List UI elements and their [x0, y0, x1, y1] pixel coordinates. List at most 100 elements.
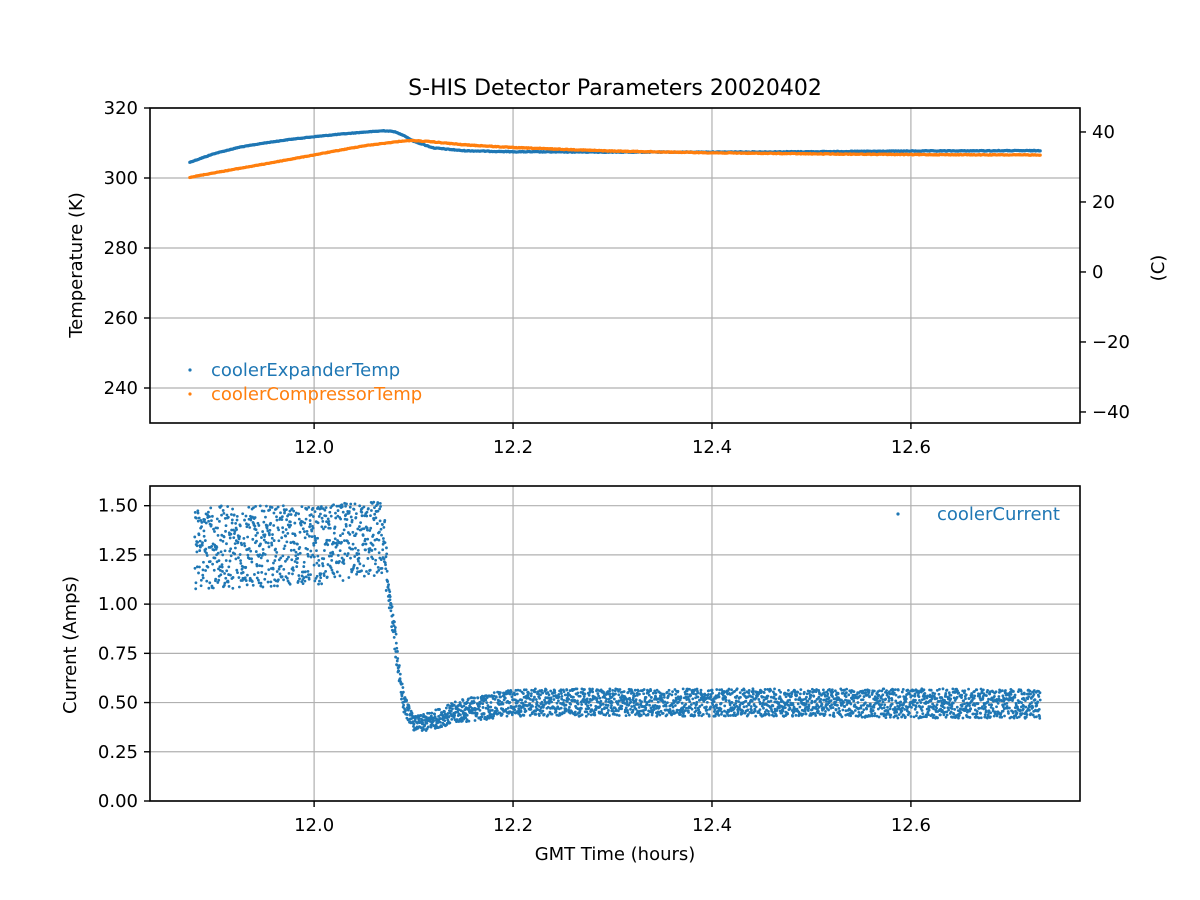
data-point	[624, 706, 628, 710]
data-point	[881, 698, 884, 701]
data-point	[738, 691, 742, 695]
data-point	[904, 697, 908, 701]
data-point	[284, 559, 287, 563]
data-point	[735, 704, 739, 708]
data-point	[553, 691, 557, 694]
data-point	[787, 692, 791, 696]
data-point	[670, 703, 674, 707]
data-point	[836, 692, 840, 696]
current-points	[193, 500, 1042, 732]
data-point	[853, 693, 857, 697]
data-point	[364, 542, 368, 546]
data-point	[239, 559, 242, 562]
data-point	[353, 502, 357, 506]
data-point	[236, 571, 239, 575]
data-point	[397, 669, 401, 673]
data-point	[498, 691, 502, 695]
data-point	[838, 709, 841, 713]
data-point	[711, 703, 715, 707]
data-point	[386, 580, 390, 584]
data-point	[804, 712, 808, 716]
data-point	[272, 539, 276, 542]
data-point	[193, 566, 197, 570]
data-point	[687, 710, 690, 714]
data-point	[877, 693, 881, 697]
data-point	[534, 698, 538, 701]
data-point	[735, 687, 739, 691]
data-point	[519, 710, 523, 713]
temperature-y-tick-label: 300	[104, 168, 138, 189]
data-point	[231, 507, 234, 511]
data-point	[547, 701, 551, 705]
data-point	[340, 540, 343, 544]
data-point	[882, 687, 886, 691]
data-point	[717, 692, 721, 695]
data-point	[366, 507, 370, 510]
data-point	[884, 697, 888, 701]
data-point	[199, 584, 203, 588]
data-point	[433, 715, 437, 719]
data-point	[784, 695, 788, 699]
data-point	[620, 704, 624, 708]
data-point	[662, 693, 666, 697]
data-point	[719, 707, 723, 711]
data-point	[305, 530, 309, 533]
data-point	[829, 699, 833, 703]
data-point	[355, 572, 359, 576]
data-point	[718, 688, 721, 692]
data-point	[791, 714, 795, 718]
data-point	[599, 703, 603, 707]
data-point	[332, 572, 336, 576]
data-point	[336, 554, 340, 557]
data-point	[344, 524, 348, 528]
data-point	[646, 712, 650, 716]
data-point	[393, 620, 396, 624]
data-point	[506, 699, 510, 703]
data-point	[193, 511, 197, 514]
data-point	[234, 557, 238, 561]
data-point	[757, 711, 761, 714]
data-point	[864, 691, 868, 695]
data-point	[220, 513, 223, 517]
data-point	[681, 707, 685, 711]
data-point	[626, 709, 629, 712]
data-point	[744, 699, 748, 703]
data-point	[241, 571, 245, 574]
data-point	[486, 714, 490, 718]
data-point	[375, 522, 379, 525]
data-point	[828, 713, 832, 717]
data-point	[644, 696, 648, 699]
data-point	[251, 537, 255, 541]
data-point	[810, 708, 814, 711]
data-point	[763, 688, 767, 691]
data-point	[394, 632, 398, 636]
data-point	[557, 699, 560, 703]
data-point	[244, 579, 248, 582]
data-point	[569, 702, 573, 706]
data-point	[347, 576, 351, 579]
data-point	[741, 709, 745, 713]
data-point	[303, 521, 307, 525]
data-point	[465, 713, 469, 717]
data-point	[398, 672, 402, 676]
data-point	[881, 700, 885, 704]
data-point	[733, 690, 736, 693]
data-point	[705, 708, 709, 712]
data-point	[317, 564, 321, 567]
data-point	[775, 709, 779, 712]
data-point	[270, 543, 274, 547]
data-point	[328, 526, 332, 530]
data-point	[573, 710, 577, 714]
data-point	[345, 502, 348, 506]
data-point	[840, 715, 844, 719]
data-point	[354, 512, 358, 516]
data-point	[325, 520, 328, 524]
data-point	[680, 701, 684, 705]
data-point	[280, 536, 284, 540]
data-point	[335, 543, 339, 547]
data-point	[831, 690, 835, 694]
data-point	[206, 510, 210, 514]
data-point	[604, 713, 608, 717]
data-point	[767, 710, 770, 713]
data-point	[222, 511, 226, 515]
